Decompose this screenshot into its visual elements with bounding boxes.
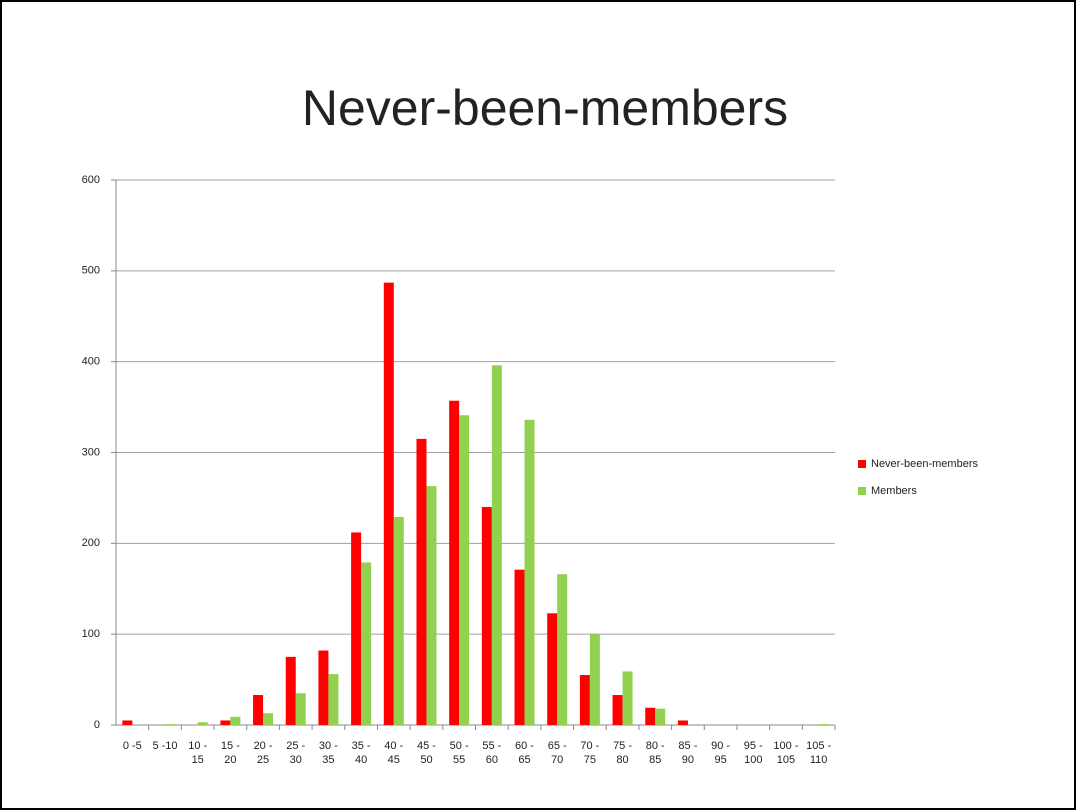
x-tick-label: 45 - 50 (416, 740, 436, 766)
bar (253, 695, 264, 725)
legend-swatch (858, 487, 866, 495)
bar (579, 675, 590, 725)
x-tick-label: 15 - 20 (220, 740, 240, 766)
x-tick-label: 85 - 90 (678, 740, 698, 766)
bar (393, 516, 404, 725)
x-tick-label: 55 - 60 (482, 740, 502, 766)
bar (426, 486, 437, 725)
bar (645, 707, 656, 725)
bar (416, 438, 427, 725)
bar (230, 716, 241, 725)
bar (612, 695, 623, 725)
x-tick-label: 65 - 70 (547, 740, 567, 766)
x-tick-label: 25 - 30 (286, 740, 306, 766)
bar (481, 507, 492, 725)
bar (547, 613, 558, 725)
bar (318, 650, 329, 725)
y-tick-label: 600 (82, 174, 100, 186)
x-tick-label: 50 - 55 (449, 740, 469, 766)
x-tick-label: 40 - 45 (384, 740, 404, 766)
y-tick-label: 400 (82, 356, 100, 368)
bar (263, 713, 274, 725)
x-tick-label: 95 - 100 (743, 740, 763, 766)
bar (557, 574, 568, 725)
bar (220, 720, 231, 725)
x-tick-label: 0 -5 (122, 740, 142, 752)
bar (328, 674, 339, 725)
bar (491, 365, 502, 725)
x-tick-label: 10 - 15 (188, 740, 208, 766)
bar (122, 720, 133, 725)
bar (165, 724, 176, 725)
bar (514, 569, 525, 725)
y-tick-label: 0 (94, 719, 100, 731)
y-tick-label: 200 (82, 537, 100, 549)
bar (459, 415, 470, 725)
y-tick-label: 100 (82, 628, 100, 640)
legend-label: Members (871, 485, 917, 497)
x-tick-label: 75 - 80 (613, 740, 633, 766)
y-tick-label: 300 (82, 446, 100, 458)
x-tick-label: 5 -10 (152, 740, 178, 752)
bar (524, 419, 535, 725)
x-tick-label: 70 - 75 (580, 740, 600, 766)
bar (589, 634, 600, 725)
x-tick-label: 35 - 40 (351, 740, 371, 766)
bar (818, 724, 829, 725)
bar (197, 722, 208, 725)
bar (677, 720, 688, 725)
x-tick-label: 20 - 25 (253, 740, 273, 766)
x-tick-label: 30 - 35 (318, 740, 338, 766)
bar (622, 671, 633, 725)
x-tick-label: 80 - 85 (645, 740, 665, 766)
bar (449, 400, 460, 725)
x-tick-label: 105 - 110 (806, 740, 832, 766)
bar (361, 562, 372, 725)
x-tick-label: 100 - 105 (773, 740, 799, 766)
bar (655, 708, 666, 725)
y-tick-label: 500 (82, 265, 100, 277)
legend-label: Never-been-members (871, 458, 978, 470)
bar (383, 282, 394, 725)
bar (351, 532, 362, 725)
bar (295, 693, 306, 725)
bar (285, 656, 296, 725)
x-tick-label: 90 - 95 (711, 740, 731, 766)
x-tick-label: 60 - 65 (515, 740, 534, 766)
legend-swatch (858, 460, 866, 468)
chart-title: Never-been-members (302, 80, 788, 136)
